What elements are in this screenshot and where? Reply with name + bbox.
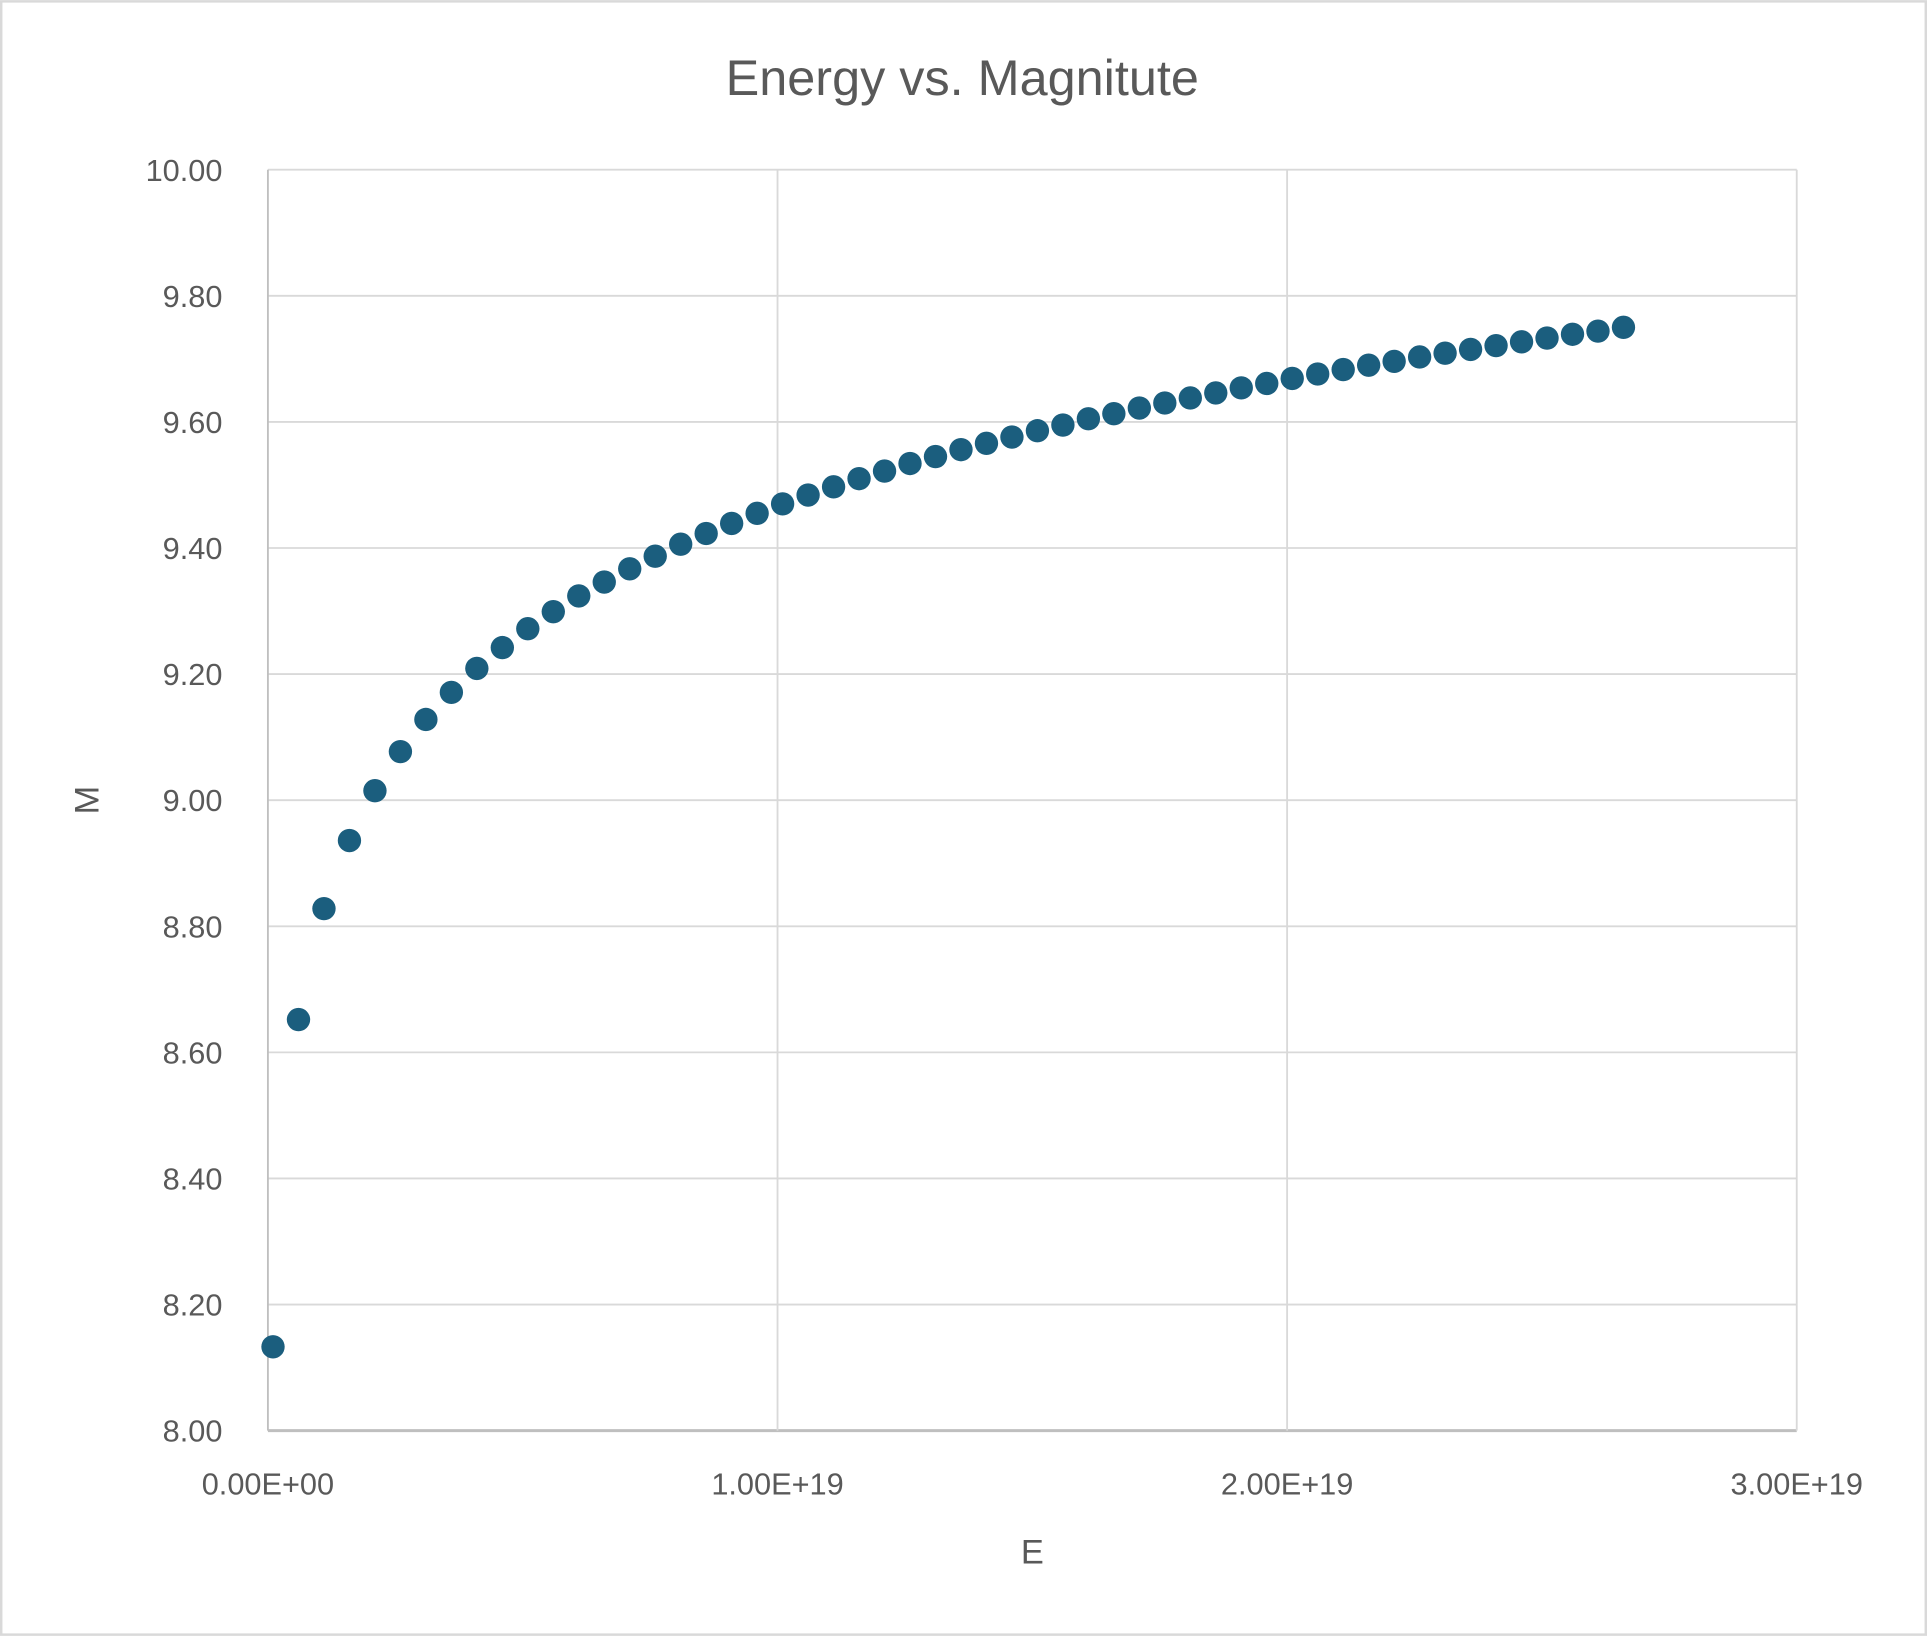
data-point [261, 1335, 285, 1359]
data-point [1255, 371, 1279, 396]
y-axis-title: M [68, 786, 106, 815]
data-point [745, 501, 769, 525]
data-point [618, 557, 642, 581]
data-points [261, 315, 1636, 1359]
data-point [567, 584, 591, 608]
data-point [1433, 341, 1457, 365]
data-point [669, 532, 693, 556]
data-point [414, 707, 438, 732]
x-tick-label: 2.00E+19 [1221, 1467, 1353, 1502]
data-point [847, 466, 871, 491]
y-tick-label: 8.60 [163, 1035, 223, 1070]
data-point [1025, 419, 1050, 443]
y-tick-label: 8.20 [163, 1288, 223, 1323]
x-tick-label: 3.00E+19 [1731, 1467, 1863, 1502]
x-axis-title: E [1021, 1533, 1044, 1571]
data-point [643, 544, 667, 568]
data-point [1153, 391, 1177, 415]
y-tick-label: 9.20 [163, 657, 223, 692]
data-point [388, 739, 413, 764]
y-tick-label: 8.40 [163, 1162, 223, 1197]
data-point [949, 437, 973, 462]
data-point [1280, 366, 1304, 391]
data-point [1560, 322, 1585, 346]
y-tick-label: 8.00 [163, 1414, 223, 1449]
data-point [694, 521, 718, 546]
data-point [1102, 402, 1126, 426]
x-tick-label: 1.00E+19 [711, 1467, 843, 1502]
data-point [1051, 413, 1075, 437]
gridlines [266, 168, 1798, 1433]
data-point [1076, 407, 1101, 431]
x-tick-labels: 0.00E+00 1.00E+19 2.00E+19 3.00E+19 [202, 1467, 1863, 1502]
y-tick-label: 9.00 [163, 783, 223, 818]
data-point [1611, 315, 1636, 340]
data-point [1586, 319, 1610, 343]
data-point [796, 483, 820, 507]
y-tick-label: 9.60 [163, 405, 223, 440]
data-point [541, 599, 565, 624]
data-point [1382, 349, 1406, 374]
data-point [1000, 425, 1024, 449]
data-point [312, 896, 336, 921]
y-tick-label: 9.40 [163, 531, 223, 566]
data-point [1509, 330, 1534, 354]
x-tick-label: 0.00E+00 [202, 1467, 334, 1502]
data-point [592, 570, 616, 594]
data-point [719, 511, 744, 536]
data-point [1458, 337, 1483, 362]
data-point [516, 617, 540, 641]
data-point [898, 451, 922, 476]
data-point [337, 828, 362, 853]
y-tick-label: 10.00 [146, 153, 223, 188]
y-tick-label: 9.80 [163, 279, 223, 314]
data-point [1204, 381, 1228, 405]
data-point [1229, 376, 1253, 400]
data-point [363, 779, 387, 803]
data-point [1127, 396, 1152, 420]
data-point [490, 635, 515, 660]
data-point [1356, 353, 1381, 377]
data-point [286, 1007, 311, 1032]
data-point [1407, 345, 1432, 369]
data-point [439, 680, 464, 705]
data-point [1331, 357, 1355, 382]
y-tick-label: 8.80 [163, 909, 223, 944]
y-tick-labels: 8.00 8.20 8.40 8.60 8.80 9.00 9.20 9.40 9.60 9.80… [146, 153, 223, 1449]
chart-title: Energy vs. Magnitute [726, 49, 1199, 106]
data-point [465, 656, 489, 681]
data-point [1484, 333, 1508, 358]
data-point [1178, 386, 1202, 410]
data-point [923, 444, 948, 469]
data-point [872, 459, 897, 483]
data-point [770, 492, 795, 516]
data-point [974, 431, 999, 456]
data-point [1535, 326, 1559, 350]
data-point [1306, 362, 1330, 386]
data-point [821, 475, 846, 499]
